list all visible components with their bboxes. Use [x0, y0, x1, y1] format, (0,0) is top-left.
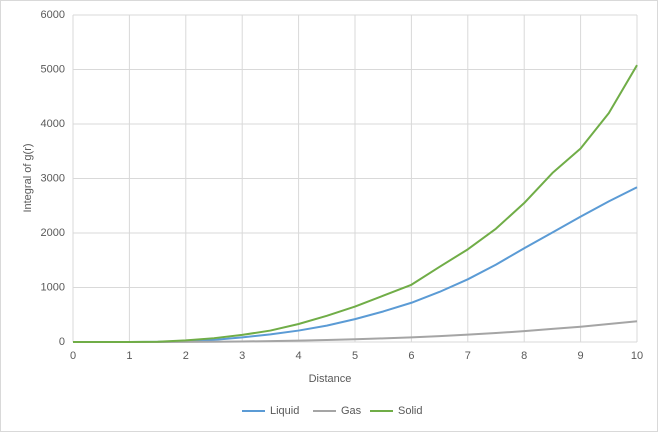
x-tick-label: 4 [296, 350, 302, 362]
y-tick-label: 0 [59, 336, 65, 348]
x-tick-label: 2 [183, 350, 189, 362]
y-tick-label: 5000 [41, 63, 65, 75]
x-tick-label: 9 [578, 350, 584, 362]
y-tick-label: 4000 [41, 118, 65, 130]
y-tick-label: 1000 [41, 281, 65, 293]
x-tick-label: 5 [352, 350, 358, 362]
series-line [73, 64, 638, 343]
x-tick-label: 10 [631, 350, 643, 362]
y-tick-label: 3000 [41, 172, 65, 184]
x-axis-title: Distance [309, 373, 352, 385]
legend-label: Solid [398, 405, 422, 417]
y-tick-label: 2000 [41, 227, 65, 239]
x-tick-label: 8 [521, 350, 527, 362]
x-tick-label: 7 [465, 350, 471, 362]
x-tick-label: 6 [408, 350, 414, 362]
legend-label: Gas [341, 405, 362, 417]
x-tick-label: 3 [239, 350, 245, 362]
y-axis-title: Integral of g(r) [22, 143, 34, 212]
legend-label: Liquid [270, 405, 299, 417]
y-tick-label: 6000 [41, 9, 65, 21]
x-tick-label: 0 [70, 350, 76, 362]
x-tick-label: 1 [126, 350, 132, 362]
